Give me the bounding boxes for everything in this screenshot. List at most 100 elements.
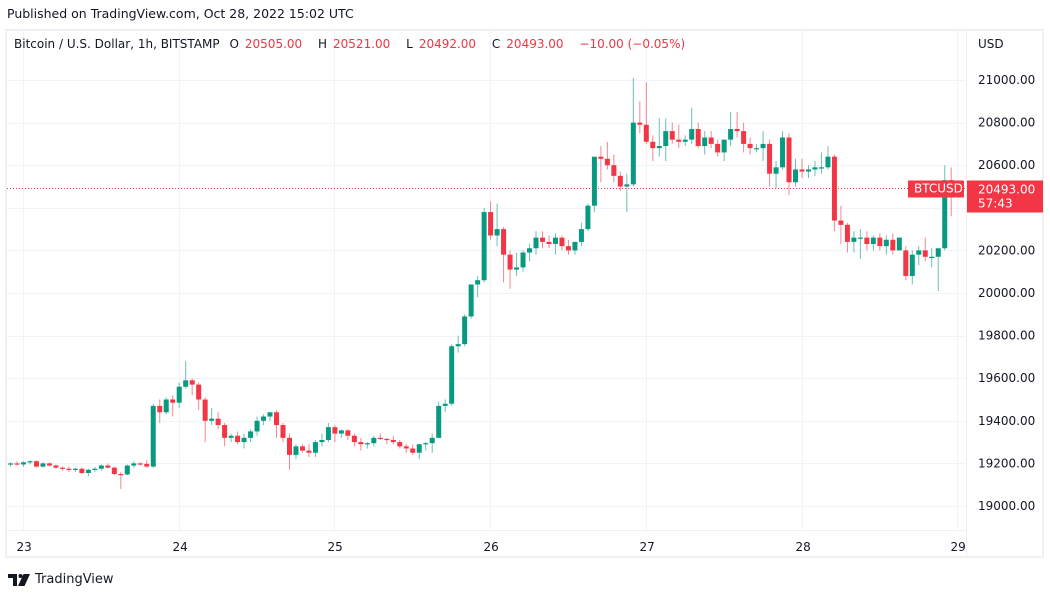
candle xyxy=(306,444,312,458)
candle xyxy=(449,344,455,406)
candle xyxy=(416,444,422,460)
candle xyxy=(442,399,448,413)
footer: TradingView xyxy=(8,572,114,587)
candle xyxy=(131,461,137,468)
candle xyxy=(286,433,292,470)
candle xyxy=(377,433,383,440)
candle xyxy=(793,158,799,187)
candle xyxy=(630,77,636,187)
price-axis-label: 20800.00 xyxy=(978,116,1035,130)
candle xyxy=(617,171,623,191)
candle xyxy=(403,444,409,453)
low-value: 20492.00 xyxy=(418,37,477,51)
candle xyxy=(72,467,78,472)
candle xyxy=(604,141,610,170)
candle xyxy=(27,460,33,465)
candle xyxy=(423,442,429,451)
candle xyxy=(721,139,727,161)
candle xyxy=(831,154,837,232)
candle xyxy=(40,462,46,468)
symbol-tag-text: BTCUSD xyxy=(914,182,963,196)
open-label: O xyxy=(229,37,239,51)
candle xyxy=(351,433,357,447)
candle xyxy=(591,156,597,213)
published-caption: Published on TradingView.com, Oct 28, 20… xyxy=(7,6,354,21)
candle xyxy=(85,468,91,477)
price-axis-label: 21000.00 xyxy=(978,73,1035,87)
candle xyxy=(105,463,111,469)
candle xyxy=(760,131,766,161)
candle xyxy=(890,233,896,255)
candle xyxy=(235,431,241,445)
candle xyxy=(916,246,922,266)
price-axis-label: 20200.00 xyxy=(978,243,1035,257)
candle xyxy=(546,235,552,249)
candle xyxy=(14,461,20,466)
candle xyxy=(299,444,305,453)
price-axis-label: 19600.00 xyxy=(978,371,1035,385)
candle xyxy=(851,231,857,253)
tradingview-logo-icon xyxy=(8,573,30,586)
candle xyxy=(364,442,370,449)
candle xyxy=(66,466,72,472)
candle xyxy=(455,335,461,353)
candle xyxy=(293,444,299,460)
candle xyxy=(183,361,189,389)
candle xyxy=(79,467,85,475)
candle xyxy=(643,82,649,144)
candle xyxy=(922,237,928,262)
candle xyxy=(8,462,14,467)
candle xyxy=(870,235,876,251)
candle xyxy=(429,433,435,453)
close-value: 20493.00 xyxy=(506,37,564,51)
candle xyxy=(533,231,539,255)
candle xyxy=(702,131,708,155)
time-axis-label: 29 xyxy=(951,540,966,554)
candle xyxy=(241,433,247,449)
countdown-text: 57:43 xyxy=(978,197,1013,211)
candle xyxy=(46,462,52,467)
candle xyxy=(118,471,124,489)
candle xyxy=(663,118,669,161)
candle xyxy=(137,462,143,466)
candle xyxy=(812,160,818,176)
candle xyxy=(248,429,254,443)
candle xyxy=(189,378,195,396)
candle xyxy=(747,137,753,155)
candle xyxy=(903,246,909,281)
candle xyxy=(98,464,104,471)
candle xyxy=(228,433,234,443)
candle xyxy=(332,425,338,443)
time-axis-label: 27 xyxy=(640,540,655,554)
time-axis-label: 28 xyxy=(796,540,811,554)
candle xyxy=(565,239,571,255)
candle xyxy=(520,250,526,272)
candle xyxy=(312,439,318,458)
candle xyxy=(53,464,59,469)
candle xyxy=(611,154,617,183)
candle xyxy=(624,173,630,213)
candle xyxy=(494,203,500,247)
candle xyxy=(637,101,643,134)
candle xyxy=(715,139,721,157)
candle xyxy=(144,460,150,468)
candle xyxy=(410,444,416,455)
candle xyxy=(909,250,915,285)
candle xyxy=(371,435,377,447)
candle xyxy=(734,111,740,138)
candle xyxy=(514,252,520,276)
candle xyxy=(877,233,883,251)
candle xyxy=(838,205,844,245)
candle xyxy=(695,122,701,149)
candle xyxy=(254,416,260,436)
candle xyxy=(436,401,442,438)
candle xyxy=(896,237,902,251)
candle xyxy=(676,124,682,149)
chart-frame xyxy=(5,29,1044,558)
candle xyxy=(689,107,695,144)
candle xyxy=(942,165,948,251)
candle xyxy=(390,435,396,445)
time-axis-label: 23 xyxy=(17,540,32,554)
candle xyxy=(773,160,779,189)
